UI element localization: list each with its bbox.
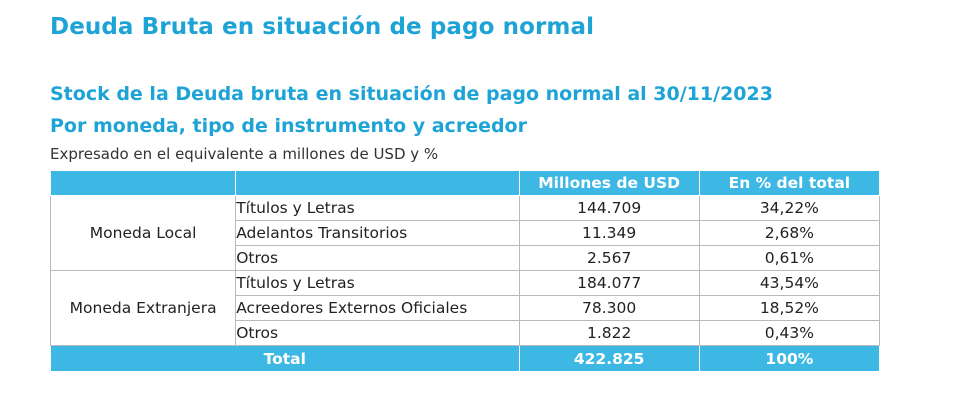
- total-label: Total: [50, 345, 520, 372]
- item-label: Títulos y Letras: [235, 270, 520, 296]
- debt-table: Millones de USD En % del total Moneda Lo…: [49, 170, 881, 372]
- header-cell-millones-usd: Millones de USD: [518, 170, 700, 196]
- value-percent: 0,61%: [698, 245, 881, 271]
- item-label: Acreedores Externos Oficiales: [235, 295, 520, 321]
- total-row: Total 422.825 100%: [50, 345, 881, 372]
- total-musd: 422.825: [518, 345, 700, 372]
- header-cell-item: [235, 170, 520, 196]
- item-label: Otros: [235, 245, 520, 271]
- value-musd: 184.077: [518, 270, 700, 296]
- item-label: Títulos y Letras: [235, 195, 520, 221]
- item-label: Otros: [235, 320, 520, 346]
- value-percent: 2,68%: [698, 220, 881, 246]
- table-subtitle-breakdown: Por moneda, tipo de instrumento y acreed…: [50, 115, 527, 137]
- value-percent: 18,52%: [698, 295, 881, 321]
- value-percent: 43,54%: [698, 270, 881, 296]
- table-row: Otros 2.567 0,61%: [51, 245, 881, 271]
- total-percent: 100%: [698, 345, 881, 372]
- table-row: Otros 1.822 0,43%: [51, 320, 881, 346]
- value-musd: 11.349: [518, 220, 700, 246]
- header-cell-percent-total: En % del total: [698, 170, 881, 196]
- group-label-moneda-extranjera: Moneda Extranjera: [49, 270, 237, 346]
- table-row: Adelantos Transitorios 11.349 2,68%: [51, 220, 881, 246]
- table-row: Moneda Extranjera Títulos y Letras 184.0…: [49, 270, 881, 346]
- value-percent: 34,22%: [698, 195, 881, 221]
- group-label-moneda-local: Moneda Local: [49, 195, 237, 271]
- table-row: Moneda Local Títulos y Letras 144.709 34…: [49, 195, 881, 271]
- item-label: Adelantos Transitorios: [235, 220, 520, 246]
- table-header-row: Millones de USD En % del total: [49, 170, 881, 196]
- value-percent: 0,43%: [698, 320, 881, 346]
- header-cell-group: [49, 170, 237, 196]
- units-note: Expresado en el equivalente a millones d…: [50, 145, 439, 163]
- value-musd: 2.567: [518, 245, 700, 271]
- value-musd: 78.300: [518, 295, 700, 321]
- table-subtitle: Stock de la Deuda bruta en situación de …: [50, 83, 773, 105]
- value-musd: 144.709: [518, 195, 700, 221]
- page-title: Deuda Bruta en situación de pago normal: [50, 14, 595, 40]
- value-musd: 1.822: [518, 320, 700, 346]
- table-row: Acreedores Externos Oficiales 78.300 18,…: [51, 295, 881, 321]
